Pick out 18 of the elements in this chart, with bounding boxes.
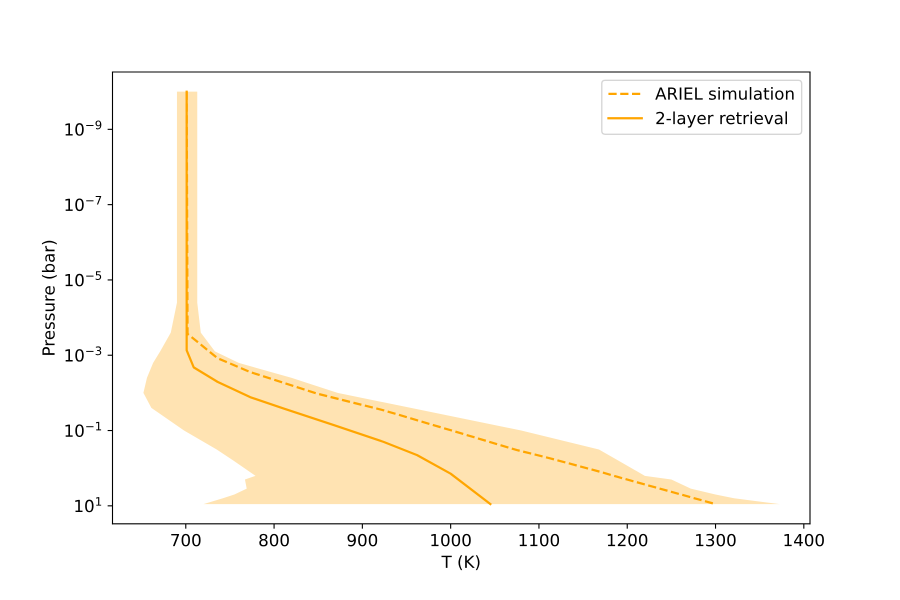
x-tick-label: 1100: [520, 534, 560, 546]
x-tick-label: 900: [348, 534, 378, 546]
x-tick-label: 1000: [431, 534, 471, 546]
x-axis-title: T (K): [441, 555, 480, 570]
legend-label: ARIEL simulation: [655, 87, 794, 100]
x-tick-label: 800: [259, 534, 289, 546]
x-tick-label: 1400: [784, 534, 824, 546]
x-tick-label: 1300: [696, 534, 736, 546]
legend-label: 2-layer retrieval: [656, 111, 787, 128]
x-tick-label: 1200: [608, 534, 648, 546]
y-tick-label: 10$^{−9}$: [65, 120, 102, 136]
y-tick-label: 10$^{1}$: [75, 497, 102, 512]
y-axis-title: Pressure (bar): [42, 240, 57, 355]
y-tick-label: 10$^{−1}$: [65, 422, 102, 437]
y-tick-label: 10$^{−5}$: [65, 271, 102, 286]
y-tick-label: 10$^{−3}$: [65, 346, 102, 362]
y-tick-label: 10$^{−7}$: [65, 196, 102, 212]
x-tick-label: 700: [171, 534, 201, 546]
